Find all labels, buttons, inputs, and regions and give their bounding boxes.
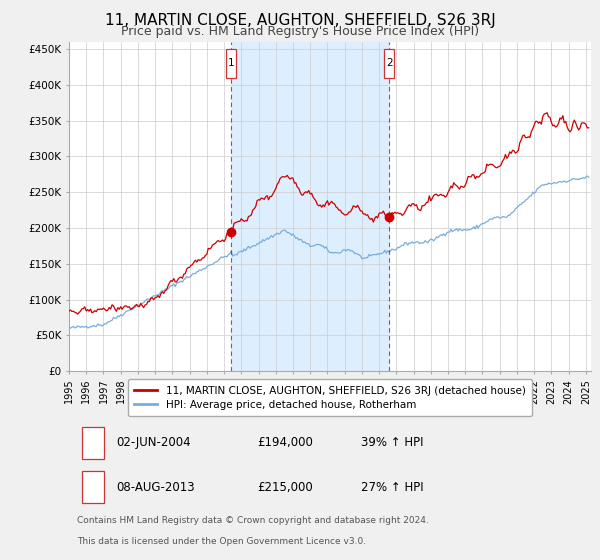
Text: 27% ↑ HPI: 27% ↑ HPI bbox=[361, 480, 424, 493]
Legend: 11, MARTIN CLOSE, AUGHTON, SHEFFIELD, S26 3RJ (detached house), HPI: Average pri: 11, MARTIN CLOSE, AUGHTON, SHEFFIELD, S2… bbox=[128, 379, 532, 416]
Bar bbox=[231, 42, 389, 371]
Text: 2: 2 bbox=[89, 482, 97, 492]
Text: £215,000: £215,000 bbox=[257, 480, 313, 493]
Text: 11, MARTIN CLOSE, AUGHTON, SHEFFIELD, S26 3RJ: 11, MARTIN CLOSE, AUGHTON, SHEFFIELD, S2… bbox=[104, 13, 496, 28]
Text: 08-AUG-2013: 08-AUG-2013 bbox=[116, 480, 194, 493]
Text: 1: 1 bbox=[228, 58, 235, 68]
Text: Price paid vs. HM Land Registry's House Price Index (HPI): Price paid vs. HM Land Registry's House … bbox=[121, 25, 479, 38]
Text: 1: 1 bbox=[89, 438, 97, 448]
Text: 39% ↑ HPI: 39% ↑ HPI bbox=[361, 436, 424, 449]
FancyBboxPatch shape bbox=[82, 471, 104, 503]
Text: Contains HM Land Registry data © Crown copyright and database right 2024.: Contains HM Land Registry data © Crown c… bbox=[77, 516, 428, 525]
FancyBboxPatch shape bbox=[226, 49, 236, 78]
Text: 2: 2 bbox=[386, 58, 392, 68]
FancyBboxPatch shape bbox=[384, 49, 394, 78]
Text: This data is licensed under the Open Government Licence v3.0.: This data is licensed under the Open Gov… bbox=[77, 536, 366, 546]
FancyBboxPatch shape bbox=[82, 427, 104, 459]
Text: 02-JUN-2004: 02-JUN-2004 bbox=[116, 436, 191, 449]
Text: £194,000: £194,000 bbox=[257, 436, 313, 449]
